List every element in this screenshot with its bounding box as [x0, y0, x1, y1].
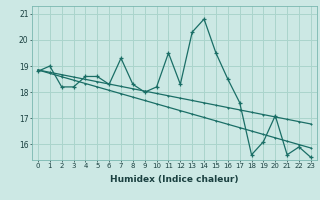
X-axis label: Humidex (Indice chaleur): Humidex (Indice chaleur) — [110, 175, 239, 184]
